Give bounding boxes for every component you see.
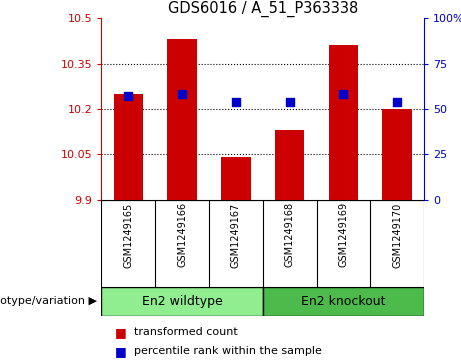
Bar: [167, 39, 197, 200]
Text: ■: ■: [115, 326, 127, 339]
Title: GDS6016 / A_51_P363338: GDS6016 / A_51_P363338: [168, 1, 358, 17]
Bar: [113, 94, 143, 200]
Text: GSM1249168: GSM1249168: [284, 202, 295, 268]
Point: [394, 99, 401, 105]
Point: [178, 91, 186, 97]
Bar: [221, 157, 251, 200]
Point: [124, 93, 132, 99]
Bar: [329, 45, 358, 200]
Text: transformed count: transformed count: [134, 327, 237, 337]
Bar: [263, 287, 424, 316]
Text: GSM1249167: GSM1249167: [231, 202, 241, 268]
Text: ■: ■: [115, 345, 127, 358]
Text: genotype/variation ▶: genotype/variation ▶: [0, 296, 97, 306]
Bar: [383, 109, 412, 200]
Text: GSM1249166: GSM1249166: [177, 202, 187, 268]
Text: percentile rank within the sample: percentile rank within the sample: [134, 346, 322, 356]
Text: GSM1249169: GSM1249169: [338, 202, 349, 268]
Text: En2 wildtype: En2 wildtype: [142, 295, 223, 308]
Text: GSM1249170: GSM1249170: [392, 202, 402, 268]
Point: [232, 99, 240, 105]
Point: [340, 91, 347, 97]
Point: [286, 99, 293, 105]
Text: En2 knockout: En2 knockout: [301, 295, 386, 308]
Bar: [101, 287, 263, 316]
Bar: [275, 130, 304, 200]
Text: GSM1249165: GSM1249165: [123, 202, 133, 268]
